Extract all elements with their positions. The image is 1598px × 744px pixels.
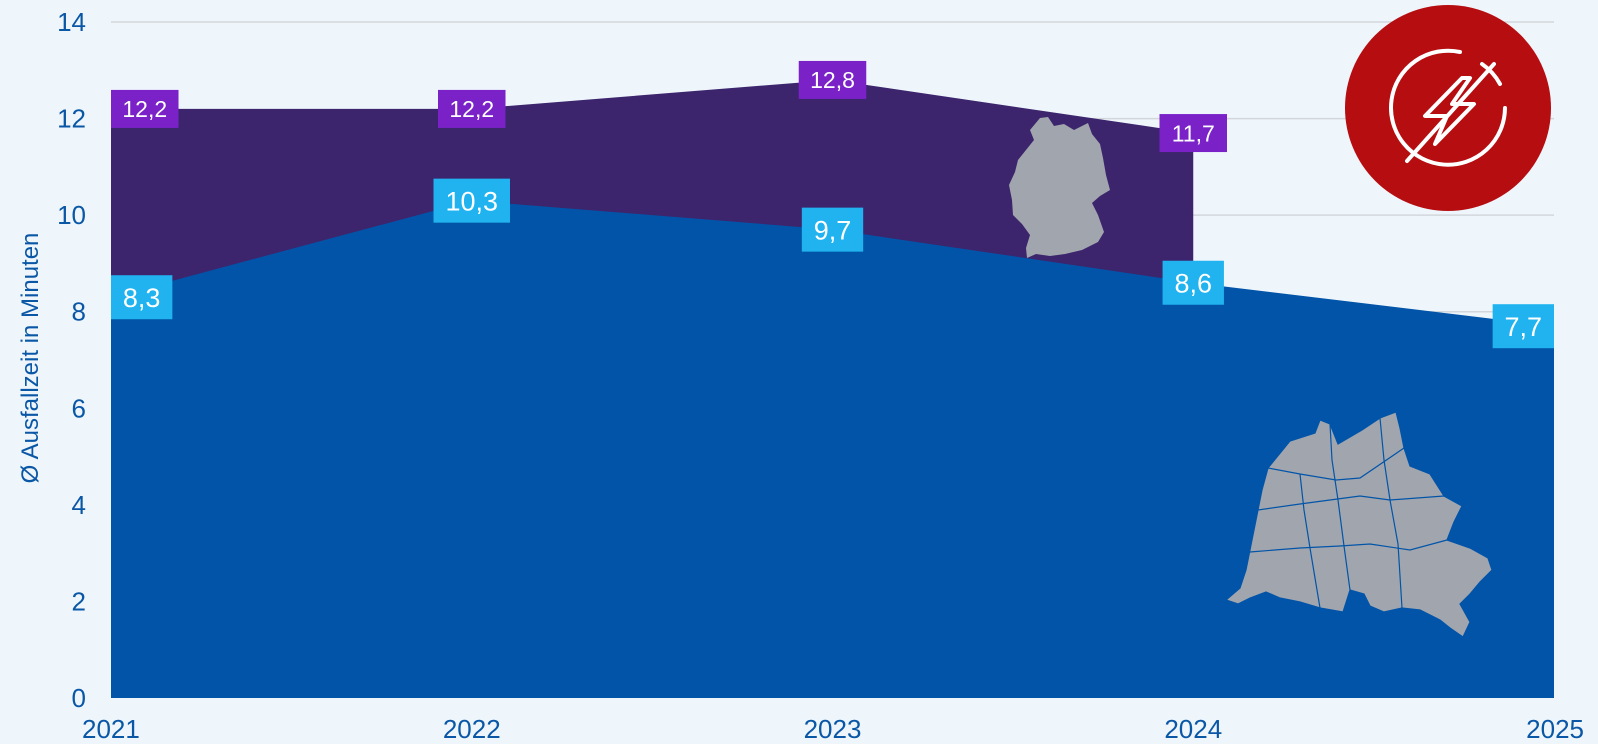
- y-tick-label: 6: [72, 393, 86, 423]
- germany-map-icon: [1009, 117, 1110, 258]
- data-label-text: 10,3: [445, 186, 498, 216]
- x-tick-label: 2022: [443, 714, 501, 744]
- data-label-box: [1159, 114, 1228, 153]
- data-label-box: [437, 89, 506, 128]
- area-series: [111, 79, 1554, 698]
- data-label-text: 11,7: [1172, 120, 1215, 146]
- badge-background: [1345, 5, 1551, 211]
- data-label: 9,7: [801, 207, 864, 252]
- data-label-text: 12,2: [449, 96, 494, 122]
- data-label-text: 8,6: [1174, 268, 1212, 298]
- y-tick-label: 2: [72, 586, 86, 616]
- data-label-box: [111, 89, 179, 128]
- power-outage-icon: [1389, 48, 1507, 167]
- data-label: 12,8: [798, 60, 867, 99]
- x-tick-label: 2021: [82, 714, 140, 744]
- berlin-districts-map-icon: [1224, 411, 1493, 638]
- data-label: 7,7: [1492, 304, 1554, 349]
- y-tick-label: 0: [72, 683, 86, 713]
- y-tick-label: 10: [57, 200, 86, 230]
- data-label-box: [1492, 304, 1554, 349]
- data-label: 12,2: [437, 89, 506, 128]
- data-label-text: 9,7: [814, 215, 852, 245]
- y-axis: 0 2 4 6 8 10 12 14: [57, 7, 86, 713]
- data-label: 12,2: [111, 89, 179, 128]
- y-tick-label: 8: [72, 297, 86, 327]
- y-axis-title: Ø Ausfallzeit in Minuten: [17, 233, 44, 484]
- data-label: 10,3: [433, 178, 510, 223]
- data-labels: 12,2 12,2 12,8 11,7 8,3 10,3 9,7 8,6 7,7: [111, 60, 1554, 349]
- data-label-text: 12,8: [810, 67, 855, 93]
- y-tick-label: 4: [72, 490, 86, 520]
- data-label: 8,3: [111, 275, 173, 320]
- data-label-box: [801, 207, 864, 252]
- data-label: 11,7: [1159, 114, 1228, 153]
- data-label: 8,6: [1162, 260, 1224, 305]
- y-tick-label: 14: [57, 7, 86, 37]
- data-label-box: [798, 60, 867, 99]
- x-tick-label: 2024: [1164, 714, 1222, 744]
- power-outage-badge: [1345, 5, 1551, 211]
- data-label-box: [433, 178, 510, 223]
- area-series-2: [111, 200, 1554, 698]
- x-tick-label: 2023: [804, 714, 862, 744]
- data-label-text: 7,7: [1505, 312, 1543, 342]
- y-tick-label: 12: [57, 104, 86, 134]
- data-label-box: [1162, 260, 1224, 305]
- data-label-text: 12,2: [122, 96, 167, 122]
- x-tick-label: 2025: [1526, 714, 1584, 744]
- data-label-text: 8,3: [123, 283, 161, 313]
- data-label-box: [111, 275, 173, 320]
- x-axis: 2021 2022 2023 2024 2025: [82, 714, 1584, 744]
